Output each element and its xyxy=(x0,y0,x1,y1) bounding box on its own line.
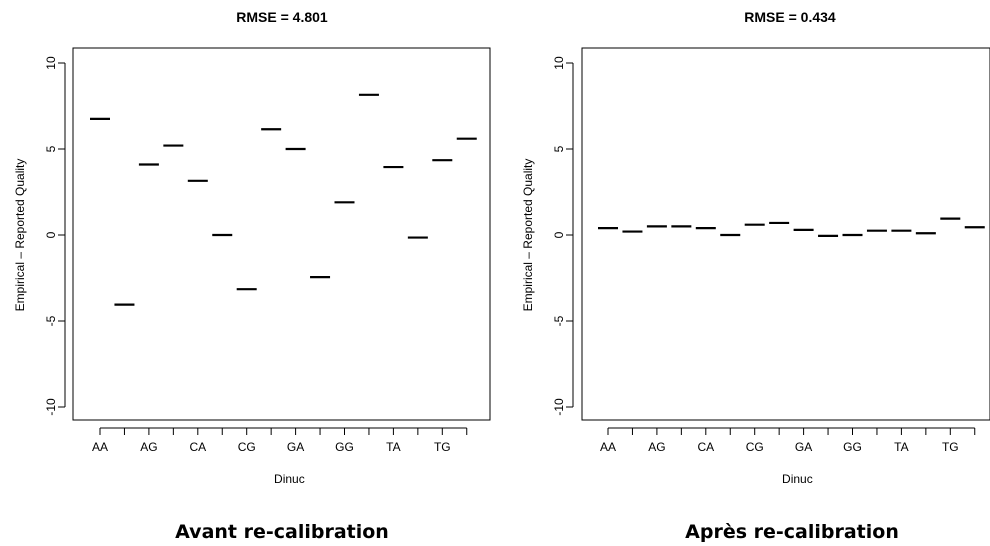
x-tick-label: GA xyxy=(287,440,304,454)
y-axis-label: Empirical – Reported Quality xyxy=(13,159,27,312)
panel-caption: Avant re-calibration xyxy=(175,521,389,543)
x-tick-label: AA xyxy=(600,440,616,454)
y-tick-label: -10 xyxy=(44,398,58,416)
x-tick-label: CA xyxy=(189,440,206,454)
x-tick-label: TA xyxy=(894,440,908,454)
y-tick-label: 0 xyxy=(44,231,58,238)
y-tick-label: -10 xyxy=(552,398,566,416)
x-tick-label: CG xyxy=(746,440,764,454)
x-tick-label: AA xyxy=(92,440,108,454)
x-tick-label: AG xyxy=(140,440,157,454)
x-tick-label: TG xyxy=(434,440,451,454)
y-tick-label: 5 xyxy=(44,145,58,152)
x-tick-label: AG xyxy=(648,440,665,454)
x-axis-label: Dinuc xyxy=(274,472,305,486)
y-tick-label: -5 xyxy=(44,315,58,326)
chart-panel-2: RMSE = 0.434 -10 -5 0 5 10 Empirical – Reporte… xyxy=(521,9,990,543)
x-tick-label: TG xyxy=(942,440,959,454)
y-tick-label: 5 xyxy=(552,145,566,152)
x-tick-label: GG xyxy=(843,440,862,454)
x-tick-label: TA xyxy=(386,440,400,454)
y-axis-label: Empirical – Reported Quality xyxy=(521,159,535,312)
x-tick-label: CA xyxy=(697,440,714,454)
x-tick-label: CG xyxy=(238,440,256,454)
y-tick-label: 0 xyxy=(552,231,566,238)
plot-frame xyxy=(581,47,990,421)
panel-caption: Après re-calibration xyxy=(685,521,899,543)
y-tick-label: 10 xyxy=(44,56,58,70)
y-tick-label: -5 xyxy=(552,315,566,326)
chart-panel-1: RMSE = 4.801 -10 -5 0 5 10 Empirical – Reporte… xyxy=(13,9,491,543)
x-axis-label: Dinuc xyxy=(782,472,813,486)
chart-title: RMSE = 4.801 xyxy=(236,9,328,25)
x-tick-label: GG xyxy=(335,440,354,454)
x-tick-label: GA xyxy=(795,440,812,454)
chart-title: RMSE = 0.434 xyxy=(744,9,836,25)
y-tick-label: 10 xyxy=(552,56,566,70)
plot-frame xyxy=(72,47,491,421)
